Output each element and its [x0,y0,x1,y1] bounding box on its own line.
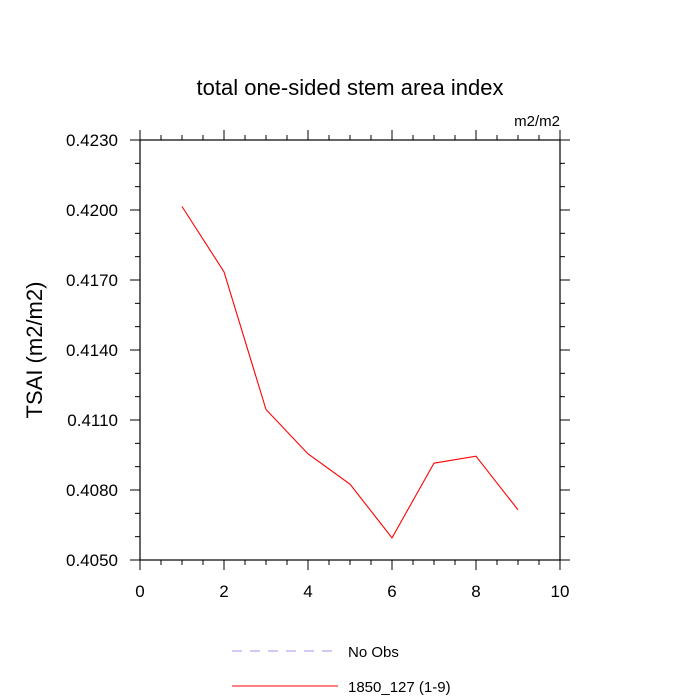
y-tick-label: 0.4230 [66,131,118,150]
x-tick-label: 10 [551,582,570,601]
y-tick-label: 0.4140 [66,341,118,360]
x-tick-label: 8 [471,582,480,601]
ticks-layer: 0 2 4 6 8 10 0.4050 0.4080 0.4110 0.4140 0.4170 0.4… [66,130,570,601]
x-tick-label: 4 [303,582,312,601]
series-line-1 [181,206,519,539]
series-layer [181,206,519,539]
plot-frame [139,139,561,561]
x-tick-label: 2 [219,582,228,601]
y-tick-label: 0.4200 [66,201,118,220]
legend-label-no-obs: No Obs [348,644,399,661]
units-label: m2/m2 [514,113,560,130]
y-tick-label: 0.4050 [66,551,118,570]
y-tick-label: 0.4170 [66,271,118,290]
y-axis-label: TSAI (m2/m2) [22,282,47,419]
y-tick-label: 0.4080 [66,481,118,500]
legend-label-1850-127: 1850_127 (1-9) [348,679,451,696]
x-tick-label: 6 [387,582,396,601]
y-tick-label: 0.4110 [67,411,118,430]
legend: No Obs 1850_127 (1-9) [232,644,451,696]
x-tick-label: 0 [135,582,144,601]
chart-title: total one-sided stem area index [197,75,504,100]
